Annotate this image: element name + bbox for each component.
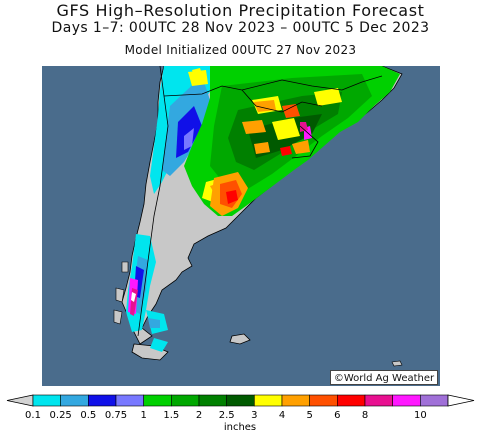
colorbar-tick-label: 2.5 — [219, 410, 235, 421]
colorbar-tick-label: 6 — [334, 410, 340, 421]
colorbar-tick-label: 3 — [251, 410, 257, 421]
colorbar-tick-label: 0.5 — [80, 410, 96, 421]
colorbar-tick-label: 5 — [306, 410, 312, 421]
colorbar-bin — [392, 394, 421, 407]
colorbar-bin — [420, 394, 449, 407]
border-paraguay — [241, 89, 323, 113]
colorbar-bins — [6, 394, 475, 407]
border-brazil — [281, 75, 383, 91]
colorbar-bin — [32, 394, 61, 407]
colorbar-bin — [254, 394, 283, 407]
forecast-period: Days 1–7: 00UTC 28 Nov 2023 – 00UTC 5 De… — [51, 20, 430, 36]
colorbar-bin — [171, 394, 200, 407]
colorbar-tick-label: 10 — [414, 410, 427, 421]
colorbar-tick-label: 2 — [196, 410, 202, 421]
colorbar-bin — [143, 394, 172, 407]
colorbar-bin — [337, 394, 366, 407]
colorbar-tick-label: 1 — [140, 410, 146, 421]
colorbar-over-arrow — [447, 394, 475, 407]
colorbar-bin — [281, 394, 310, 407]
border-argentina-north — [163, 79, 283, 97]
colorbar-unit-label: inches — [224, 422, 256, 433]
border-chile-argentina — [137, 66, 169, 337]
colorbar-tick-label: 0.1 — [25, 410, 41, 421]
border-uruguay — [291, 125, 319, 159]
model-initialized-label: Model Initialized 00UTC 27 Nov 2023 — [124, 43, 357, 57]
colorbar-tick-label: 1.5 — [163, 410, 179, 421]
colorbar-bin — [226, 394, 255, 407]
land-small-island — [391, 360, 403, 367]
colorbar-tick-label: 8 — [362, 410, 368, 421]
colorbar-tick-labels: 0.1 0.25 0.5 0.75 1 1.5 2 2.5 3 4 5 6 8 10 — [25, 410, 427, 421]
colorbar-bin — [115, 394, 144, 407]
colorbar-tick-label: 0.75 — [105, 410, 127, 421]
colorbar-bin — [88, 394, 117, 407]
precipitation-map — [42, 66, 440, 386]
land-falklands — [229, 333, 251, 345]
copyright-notice: ©World Ag Weather — [330, 370, 438, 385]
colorbar-bin — [198, 394, 227, 407]
map-title: GFS High–Resolution Precipitation Foreca… — [56, 1, 425, 20]
colorbar: 0.1 0.25 0.5 0.75 1 1.5 2 2.5 3 4 5 6 8 10 inches — [6, 394, 475, 433]
colorbar-tick-label: 0.25 — [50, 410, 72, 421]
colorbar-under-arrow — [6, 394, 34, 407]
colorbar-tick-label: 4 — [279, 410, 285, 421]
colorbar-bin — [60, 394, 89, 407]
colorbar-bin — [364, 394, 393, 407]
colorbar-bin — [309, 394, 338, 407]
